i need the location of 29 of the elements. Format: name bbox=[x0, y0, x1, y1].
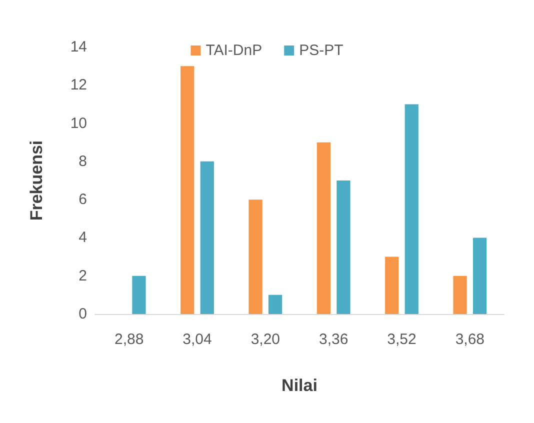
bar bbox=[316, 142, 331, 314]
y-tick-label: 6 bbox=[78, 191, 87, 208]
x-tick-label: 3,68 bbox=[455, 331, 485, 348]
bar bbox=[385, 256, 399, 314]
bar bbox=[268, 294, 282, 314]
y-tick-label: 0 bbox=[78, 306, 87, 322]
y-tick-label: 14 bbox=[70, 38, 87, 56]
legend-label: TAI-DnP bbox=[206, 42, 262, 59]
x-tick-label: 3,20 bbox=[250, 331, 280, 348]
y-tick-label: 10 bbox=[70, 114, 87, 132]
y-tick-label: 8 bbox=[78, 152, 87, 170]
y-tick-label: 4 bbox=[78, 229, 87, 246]
y-tick-label: 12 bbox=[70, 76, 87, 94]
bar bbox=[472, 238, 487, 314]
bar bbox=[132, 276, 146, 314]
x-tick-label: 3,04 bbox=[182, 331, 212, 348]
bar bbox=[453, 276, 467, 314]
bar bbox=[248, 200, 262, 314]
bar bbox=[180, 66, 194, 314]
legend-label: PS-PT bbox=[299, 42, 344, 59]
bar bbox=[336, 180, 350, 314]
y-tick-label: 2 bbox=[78, 267, 87, 284]
x-axis-title: Nilai bbox=[282, 376, 318, 395]
y-axis-title: Frekuensi bbox=[27, 140, 46, 221]
bar bbox=[404, 104, 418, 314]
x-tick-label: 3,36 bbox=[318, 331, 348, 348]
x-tick-label: 2,88 bbox=[114, 331, 144, 348]
x-tick-label: 3,52 bbox=[387, 331, 416, 348]
bar bbox=[200, 161, 214, 314]
